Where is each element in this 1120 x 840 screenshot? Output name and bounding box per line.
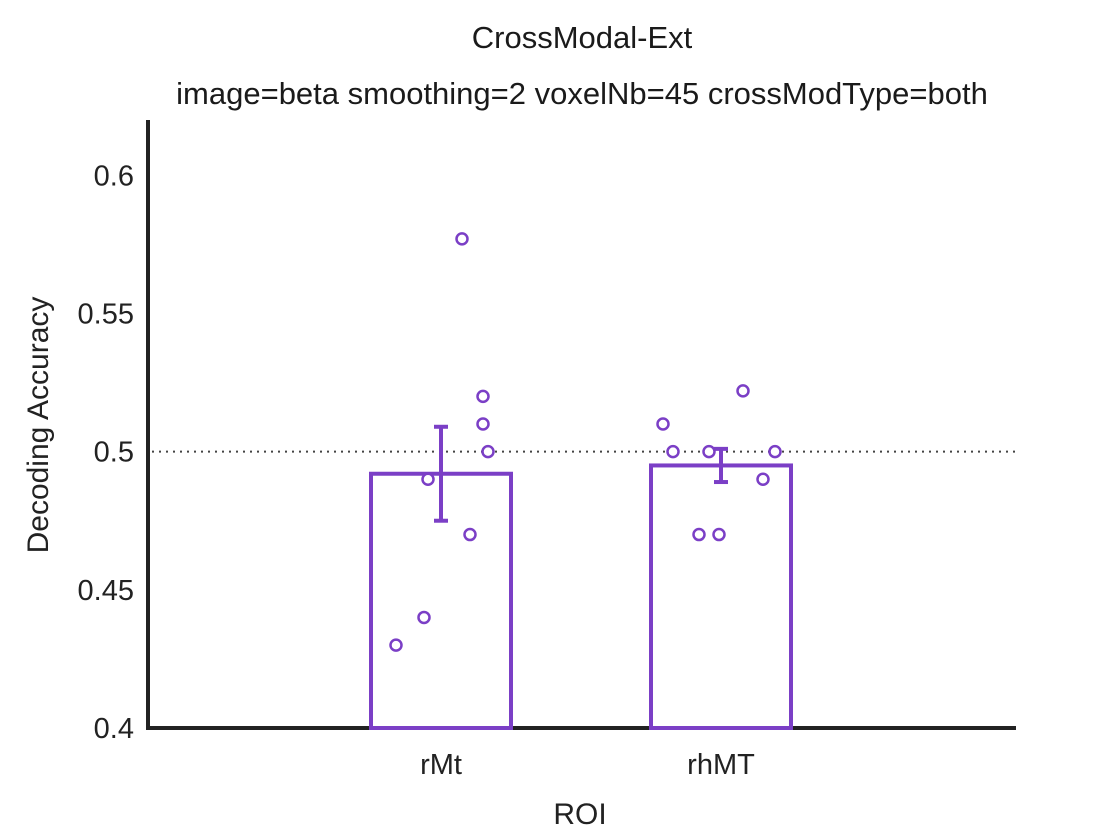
chart-subtitle: image=beta smoothing=2 voxelNb=45 crossM… bbox=[176, 76, 988, 111]
data-point bbox=[666, 444, 680, 459]
data-point bbox=[476, 417, 490, 431]
x-tick-label: rhMT bbox=[687, 749, 755, 781]
data-point bbox=[417, 610, 431, 625]
data-point bbox=[455, 232, 469, 246]
chart-title: CrossModal-Ext bbox=[472, 20, 693, 55]
data-point bbox=[712, 527, 726, 542]
data-point bbox=[736, 384, 750, 398]
data-point bbox=[656, 417, 670, 431]
data-point bbox=[702, 444, 716, 459]
y-tick-label: 0.4 bbox=[94, 713, 134, 745]
data-point bbox=[463, 527, 477, 542]
data-point bbox=[768, 444, 782, 459]
data-point bbox=[692, 527, 706, 542]
y-tick-label: 0.45 bbox=[78, 575, 134, 607]
y-tick-label: 0.5 bbox=[94, 437, 134, 469]
bar-rhMT bbox=[649, 463, 793, 730]
data-point bbox=[421, 472, 435, 487]
y-axis-label: Decoding Accuracy bbox=[22, 297, 55, 554]
data-point bbox=[389, 638, 403, 652]
data-point bbox=[476, 389, 490, 404]
plot-area bbox=[152, 232, 1016, 730]
y-tick-label: 0.6 bbox=[94, 160, 134, 192]
x-axis-label: ROI bbox=[553, 798, 606, 831]
data-point bbox=[481, 444, 495, 459]
data-point bbox=[756, 472, 770, 487]
x-axis: rMt rhMT bbox=[146, 726, 1016, 781]
y-axis: 0.4 0.45 0.5 0.55 0.6 bbox=[78, 120, 150, 745]
y-tick-label: 0.55 bbox=[78, 298, 134, 330]
x-tick-label: rMt bbox=[420, 749, 462, 781]
